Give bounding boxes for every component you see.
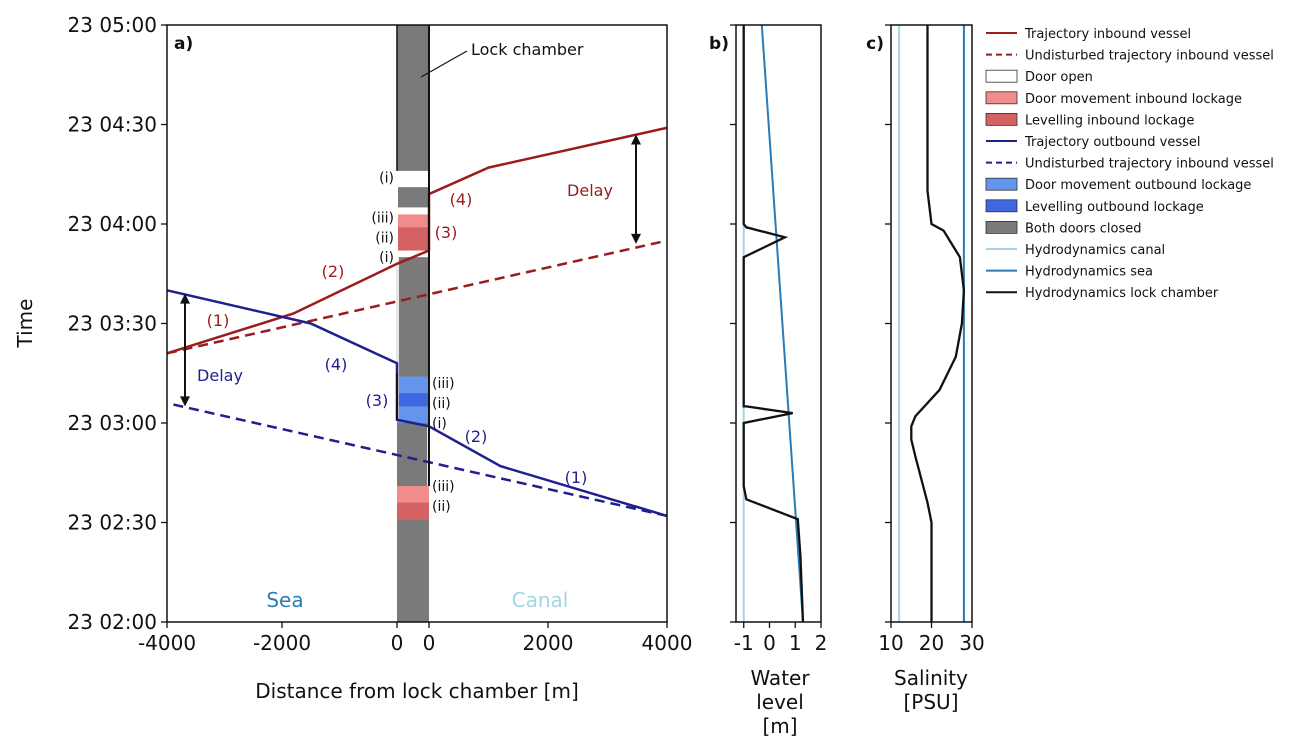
x-tick-label: 0 bbox=[423, 631, 436, 655]
panel-b-x-tick-label: 1 bbox=[789, 631, 802, 655]
x-tick-label: 2000 bbox=[523, 631, 574, 655]
legend-item-label: Trajectory inbound vessel bbox=[1024, 27, 1191, 42]
lock-band bbox=[397, 227, 429, 251]
panel-b-x-tick-label: 2 bbox=[815, 631, 828, 655]
y-tick-label: 23 02:30 bbox=[68, 511, 157, 535]
door-open-column bbox=[396, 257, 399, 420]
annotation: (1) bbox=[565, 468, 588, 487]
annotation: (1) bbox=[207, 311, 230, 330]
annotation: (2) bbox=[322, 262, 345, 281]
legend-swatch-patch bbox=[985, 220, 1018, 234]
y-tick-label: 23 03:00 bbox=[68, 411, 157, 435]
panel-c-x-axis-label: Salinity bbox=[894, 666, 968, 690]
legend-item-label: Door movement outbound lockage bbox=[1025, 178, 1251, 193]
delay-arrow-outbound-head-up bbox=[180, 293, 190, 304]
annotation: (3) bbox=[366, 391, 389, 410]
y-tick-label: 23 04:30 bbox=[68, 113, 157, 137]
lock-band-label: (i) bbox=[379, 171, 394, 187]
panel-a: (iii) (ii) (i) (ii) (iii) (i) (ii) (iii) (i) (1) (… bbox=[13, 13, 692, 703]
y-axis-label: Time bbox=[13, 299, 37, 349]
legend-item-label: Levelling inbound lockage bbox=[1025, 113, 1194, 128]
panel-c-x-tick-label: 30 bbox=[959, 631, 984, 655]
panel-a-letter: a) bbox=[174, 34, 193, 54]
y-tick-label: 23 04:00 bbox=[68, 212, 157, 236]
x-axis-label: Distance from lock chamber [m] bbox=[255, 679, 579, 703]
legend-swatch-patch bbox=[985, 69, 1018, 83]
x-tick-label: -4000 bbox=[138, 631, 196, 655]
legend-item-label: Trajectory outbound vessel bbox=[1024, 135, 1201, 150]
panel-b-x-axis-label: Water bbox=[750, 666, 810, 690]
x-tick-label: 0 bbox=[391, 631, 404, 655]
y-tick-label: 23 03:30 bbox=[68, 312, 157, 336]
lock-chamber-pointer bbox=[420, 50, 468, 78]
panel-c: 10 20 30 c) Salinity[PSU] bbox=[866, 24, 985, 714]
legend-swatch-patch bbox=[985, 91, 1018, 105]
panel-b-letter: b) bbox=[709, 34, 729, 54]
panel-c-series-line bbox=[910, 25, 966, 622]
lock-band bbox=[397, 376, 429, 394]
lock-band bbox=[397, 406, 429, 423]
annotation: Delay bbox=[197, 366, 243, 385]
x-tick-label: -2000 bbox=[253, 631, 311, 655]
legend-swatch-patch bbox=[985, 177, 1018, 191]
lock-band-label: (ii) bbox=[432, 396, 451, 412]
lock-chamber-bar bbox=[397, 25, 429, 622]
annotation: (4) bbox=[450, 190, 473, 209]
lock-band-label: (i) bbox=[379, 250, 394, 266]
legend-item-label: Undisturbed trajectory inbound vessel bbox=[1025, 49, 1274, 64]
lock-band-label: (iii) bbox=[432, 479, 455, 495]
panel-b-x-tick-label: -1 bbox=[734, 631, 754, 655]
lock-band bbox=[397, 502, 429, 520]
legend-item-label: Door open bbox=[1025, 70, 1093, 85]
legend-item-label: Hydrodynamics canal bbox=[1025, 243, 1165, 258]
panel-b-series-line bbox=[760, 24, 804, 623]
panel-b-frame bbox=[735, 24, 822, 623]
delay-arrow-inbound-head-down bbox=[631, 233, 641, 244]
undisturbed-outbound-line bbox=[166, 401, 668, 518]
lock-band bbox=[397, 250, 429, 258]
lock-band-door-open bbox=[397, 170, 429, 188]
lock-band bbox=[397, 393, 429, 407]
legend-swatch-patch bbox=[985, 113, 1018, 126]
panel-c-letter: c) bbox=[866, 34, 884, 54]
legend-item-label: Both doors closed bbox=[1025, 221, 1142, 236]
panel-b-series-line bbox=[742, 25, 805, 623]
panel-c-x-tick-label: 20 bbox=[919, 631, 944, 655]
lock-band-label: (ii) bbox=[432, 499, 451, 515]
lock-band-label: (iii) bbox=[432, 376, 455, 392]
panel-c-x-axis-label: [PSU] bbox=[904, 690, 959, 714]
legend-swatch-patch bbox=[985, 199, 1018, 213]
annotation: (3) bbox=[435, 223, 458, 242]
delay-arrow-inbound-head-up bbox=[631, 134, 641, 145]
annotation: (2) bbox=[465, 427, 488, 446]
legend-item-label: Levelling outbound lockage bbox=[1025, 200, 1204, 215]
legend-item-label: Undisturbed trajectory inbound vessel bbox=[1025, 157, 1274, 172]
y-tick-label: 23 05:00 bbox=[68, 13, 157, 37]
lock-band-label: (ii) bbox=[375, 230, 394, 246]
annotation: Delay bbox=[567, 181, 613, 200]
y-tick-label: 23 02:00 bbox=[68, 610, 157, 634]
outbound-trajectory-line bbox=[166, 289, 668, 518]
panel-b-x-axis-label: level bbox=[756, 690, 804, 714]
legend: Trajectory inbound vessel Undisturbed tra… bbox=[985, 27, 1274, 301]
annotation: (4) bbox=[325, 355, 348, 374]
sea-label: Sea bbox=[266, 588, 303, 612]
legend-item-label: Door movement inbound lockage bbox=[1025, 92, 1242, 107]
undisturbed-inbound-line bbox=[166, 239, 668, 355]
lock-band-door-open bbox=[397, 207, 429, 215]
canal-label: Canal bbox=[512, 588, 569, 612]
lock-chamber-label: Lock chamber bbox=[471, 40, 584, 59]
lock-band-label: (i) bbox=[432, 416, 447, 432]
panel-b-x-axis-label: [m] bbox=[762, 714, 797, 738]
panel-c-x-tick-label: 10 bbox=[878, 631, 903, 655]
legend-item-label: Hydrodynamics lock chamber bbox=[1025, 286, 1219, 301]
x-tick-label: 4000 bbox=[642, 631, 693, 655]
delay-arrow-outbound-head-down bbox=[180, 396, 190, 407]
legend-item-label: Hydrodynamics sea bbox=[1025, 265, 1153, 280]
lock-band-label: (iii) bbox=[371, 210, 394, 226]
panel-b-x-tick-label: 0 bbox=[763, 631, 776, 655]
